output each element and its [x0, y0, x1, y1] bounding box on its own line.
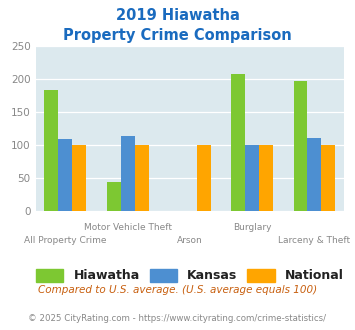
- Bar: [245, 145, 259, 211]
- Bar: [72, 145, 86, 211]
- Bar: [197, 145, 211, 211]
- Text: Property Crime Comparison: Property Crime Comparison: [63, 28, 292, 43]
- Bar: [107, 182, 121, 211]
- Text: Larceny & Theft: Larceny & Theft: [278, 236, 350, 245]
- Bar: [307, 138, 321, 211]
- Legend: Hiawatha, Kansas, National: Hiawatha, Kansas, National: [31, 264, 349, 287]
- Bar: [231, 74, 245, 211]
- Text: Compared to U.S. average. (U.S. average equals 100): Compared to U.S. average. (U.S. average …: [38, 285, 317, 295]
- Bar: [59, 139, 72, 211]
- Bar: [121, 136, 135, 211]
- Text: Burglary: Burglary: [233, 223, 272, 232]
- Text: All Property Crime: All Property Crime: [24, 236, 106, 245]
- Bar: [259, 145, 273, 211]
- Bar: [44, 90, 59, 211]
- Text: Arson: Arson: [177, 236, 203, 245]
- Bar: [294, 81, 307, 211]
- Bar: [135, 145, 149, 211]
- Bar: [321, 145, 335, 211]
- Text: Motor Vehicle Theft: Motor Vehicle Theft: [84, 223, 172, 232]
- Text: 2019 Hiawatha: 2019 Hiawatha: [116, 8, 239, 23]
- Text: © 2025 CityRating.com - https://www.cityrating.com/crime-statistics/: © 2025 CityRating.com - https://www.city…: [28, 314, 327, 323]
